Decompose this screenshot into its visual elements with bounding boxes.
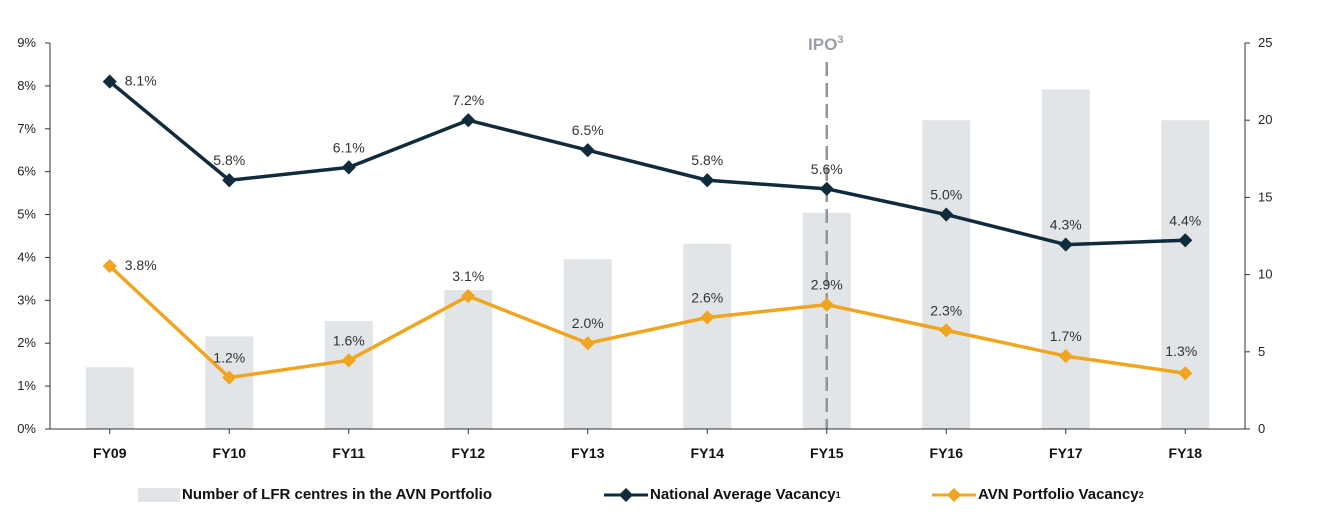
x-tick-label: FY09 [93, 445, 127, 461]
y-left-tick-label: 4% [17, 249, 36, 264]
series-point [341, 353, 356, 368]
ipo-label: IPO3 [808, 34, 843, 54]
x-tick-label: FY10 [213, 445, 247, 461]
x-tick-label: FY11 [332, 445, 365, 461]
series-point [700, 173, 715, 188]
lines-layer [102, 74, 1193, 385]
series-point [222, 370, 237, 385]
data-label: 3.8% [125, 257, 157, 273]
series-point [341, 160, 356, 175]
series-line [108, 264, 1186, 380]
y-right-tick-label: 15 [1258, 189, 1272, 204]
data-label: 1.7% [1050, 328, 1082, 344]
legend-sup-national: 1 [835, 489, 841, 500]
y-right-tick-label: 20 [1258, 112, 1272, 127]
y-left-tick-label: 2% [17, 335, 36, 350]
x-tick-label: FY17 [1049, 445, 1083, 461]
bar [1161, 120, 1210, 429]
bar [444, 290, 493, 429]
legend-item-national: National Average Vacancy 1 [604, 486, 841, 503]
bar [683, 243, 732, 429]
y-left-tick-label: 1% [17, 378, 36, 393]
y-left-tick-label: 0% [17, 421, 36, 436]
legend-label-national: National Average Vacancy [650, 486, 836, 503]
data-labels-layer: 8.1% 5.8% 6.1% 7.2% 6.5% 5.8% 5.6% 5.0% 4.3% 4.4%… [125, 73, 1201, 366]
series-point [939, 207, 954, 222]
y-left-tick-label: 8% [17, 78, 36, 93]
x-tick-label: FY12 [452, 445, 486, 461]
y-right-tick-label: 25 [1258, 35, 1272, 50]
legend-item-avn: AVN Portfolio Vacancy 2 [932, 486, 1144, 503]
series-point [1178, 233, 1193, 248]
data-label: 1.2% [213, 350, 245, 366]
axes-layer: 0% 1% 2% 3% 4% 5% 6% 7% 8% 9% 0 5 10 15 20 25 FY09 FY10 FY… [17, 35, 1272, 461]
avn-swatch-icon [932, 487, 976, 502]
series-point [1178, 366, 1193, 381]
series-line [108, 80, 1186, 247]
x-tick-label: FY13 [571, 445, 605, 461]
series-point [222, 173, 237, 188]
x-tick-label: FY15 [810, 445, 844, 461]
series-point [102, 258, 117, 274]
y-left-tick-label: 6% [17, 164, 36, 179]
data-label: 4.4% [1169, 212, 1201, 228]
series-point [461, 288, 476, 304]
data-label: 6.1% [333, 139, 365, 155]
chart-canvas: IPO3 0% 1% 2% 3% 4% 5% 6% 7% 8% 9% 0 5 10 15 20 25 FY09 F… [17, 34, 1272, 461]
legend: Number of LFR centres in the AVN Portfol… [0, 486, 1325, 514]
bar [1041, 89, 1090, 429]
data-label: 2.6% [691, 289, 723, 305]
series-point [819, 181, 834, 196]
y-left-tick-label: 7% [17, 121, 36, 136]
data-label: 4.3% [1050, 217, 1082, 233]
data-label: 2.0% [572, 315, 604, 331]
series-point [939, 323, 954, 338]
bar [922, 120, 971, 429]
bar-swatch [138, 487, 180, 502]
bar [85, 367, 134, 429]
x-tick-label: FY14 [691, 445, 725, 461]
data-label: 6.5% [572, 122, 604, 138]
x-tick-label: FY16 [930, 445, 964, 461]
series-point [580, 143, 595, 158]
data-label: 5.8% [213, 152, 245, 168]
series-point [461, 113, 476, 128]
y-left-tick-label: 5% [17, 207, 36, 222]
data-label: 5.0% [930, 187, 962, 203]
data-label: 8.1% [125, 73, 157, 89]
legend-label-avn: AVN Portfolio Vacancy [978, 486, 1139, 503]
y-right-tick-label: 0 [1258, 421, 1265, 436]
data-label: 3.1% [452, 268, 484, 284]
ipo-marker: IPO3 [808, 34, 843, 429]
bars-layer [85, 89, 1210, 429]
data-label: 1.3% [1165, 343, 1197, 359]
data-label: 5.6% [811, 161, 843, 177]
y-left-tick-label: 9% [17, 35, 36, 50]
y-right-tick-label: 5 [1258, 344, 1265, 359]
data-label: 5.8% [691, 152, 723, 168]
series-point [700, 310, 715, 325]
legend-label-bars: Number of LFR centres in the AVN Portfol… [182, 486, 493, 503]
y-right-tick-label: 10 [1258, 267, 1272, 282]
x-tick-label: FY18 [1169, 445, 1203, 461]
data-label: 2.3% [930, 302, 962, 318]
bar [324, 320, 373, 429]
data-label: 1.6% [333, 332, 365, 348]
series-point [819, 297, 834, 312]
legend-sup-avn: 2 [1138, 489, 1144, 500]
legend-item-bars: Number of LFR centres in the AVN Portfol… [138, 486, 492, 503]
national-swatch-icon [604, 487, 648, 502]
series-point [1058, 237, 1073, 252]
data-label: 7.2% [452, 92, 484, 108]
y-left-tick-label: 3% [17, 292, 36, 307]
data-label: 2.9% [811, 277, 843, 293]
series-point [1058, 349, 1073, 364]
series-point [580, 336, 595, 351]
